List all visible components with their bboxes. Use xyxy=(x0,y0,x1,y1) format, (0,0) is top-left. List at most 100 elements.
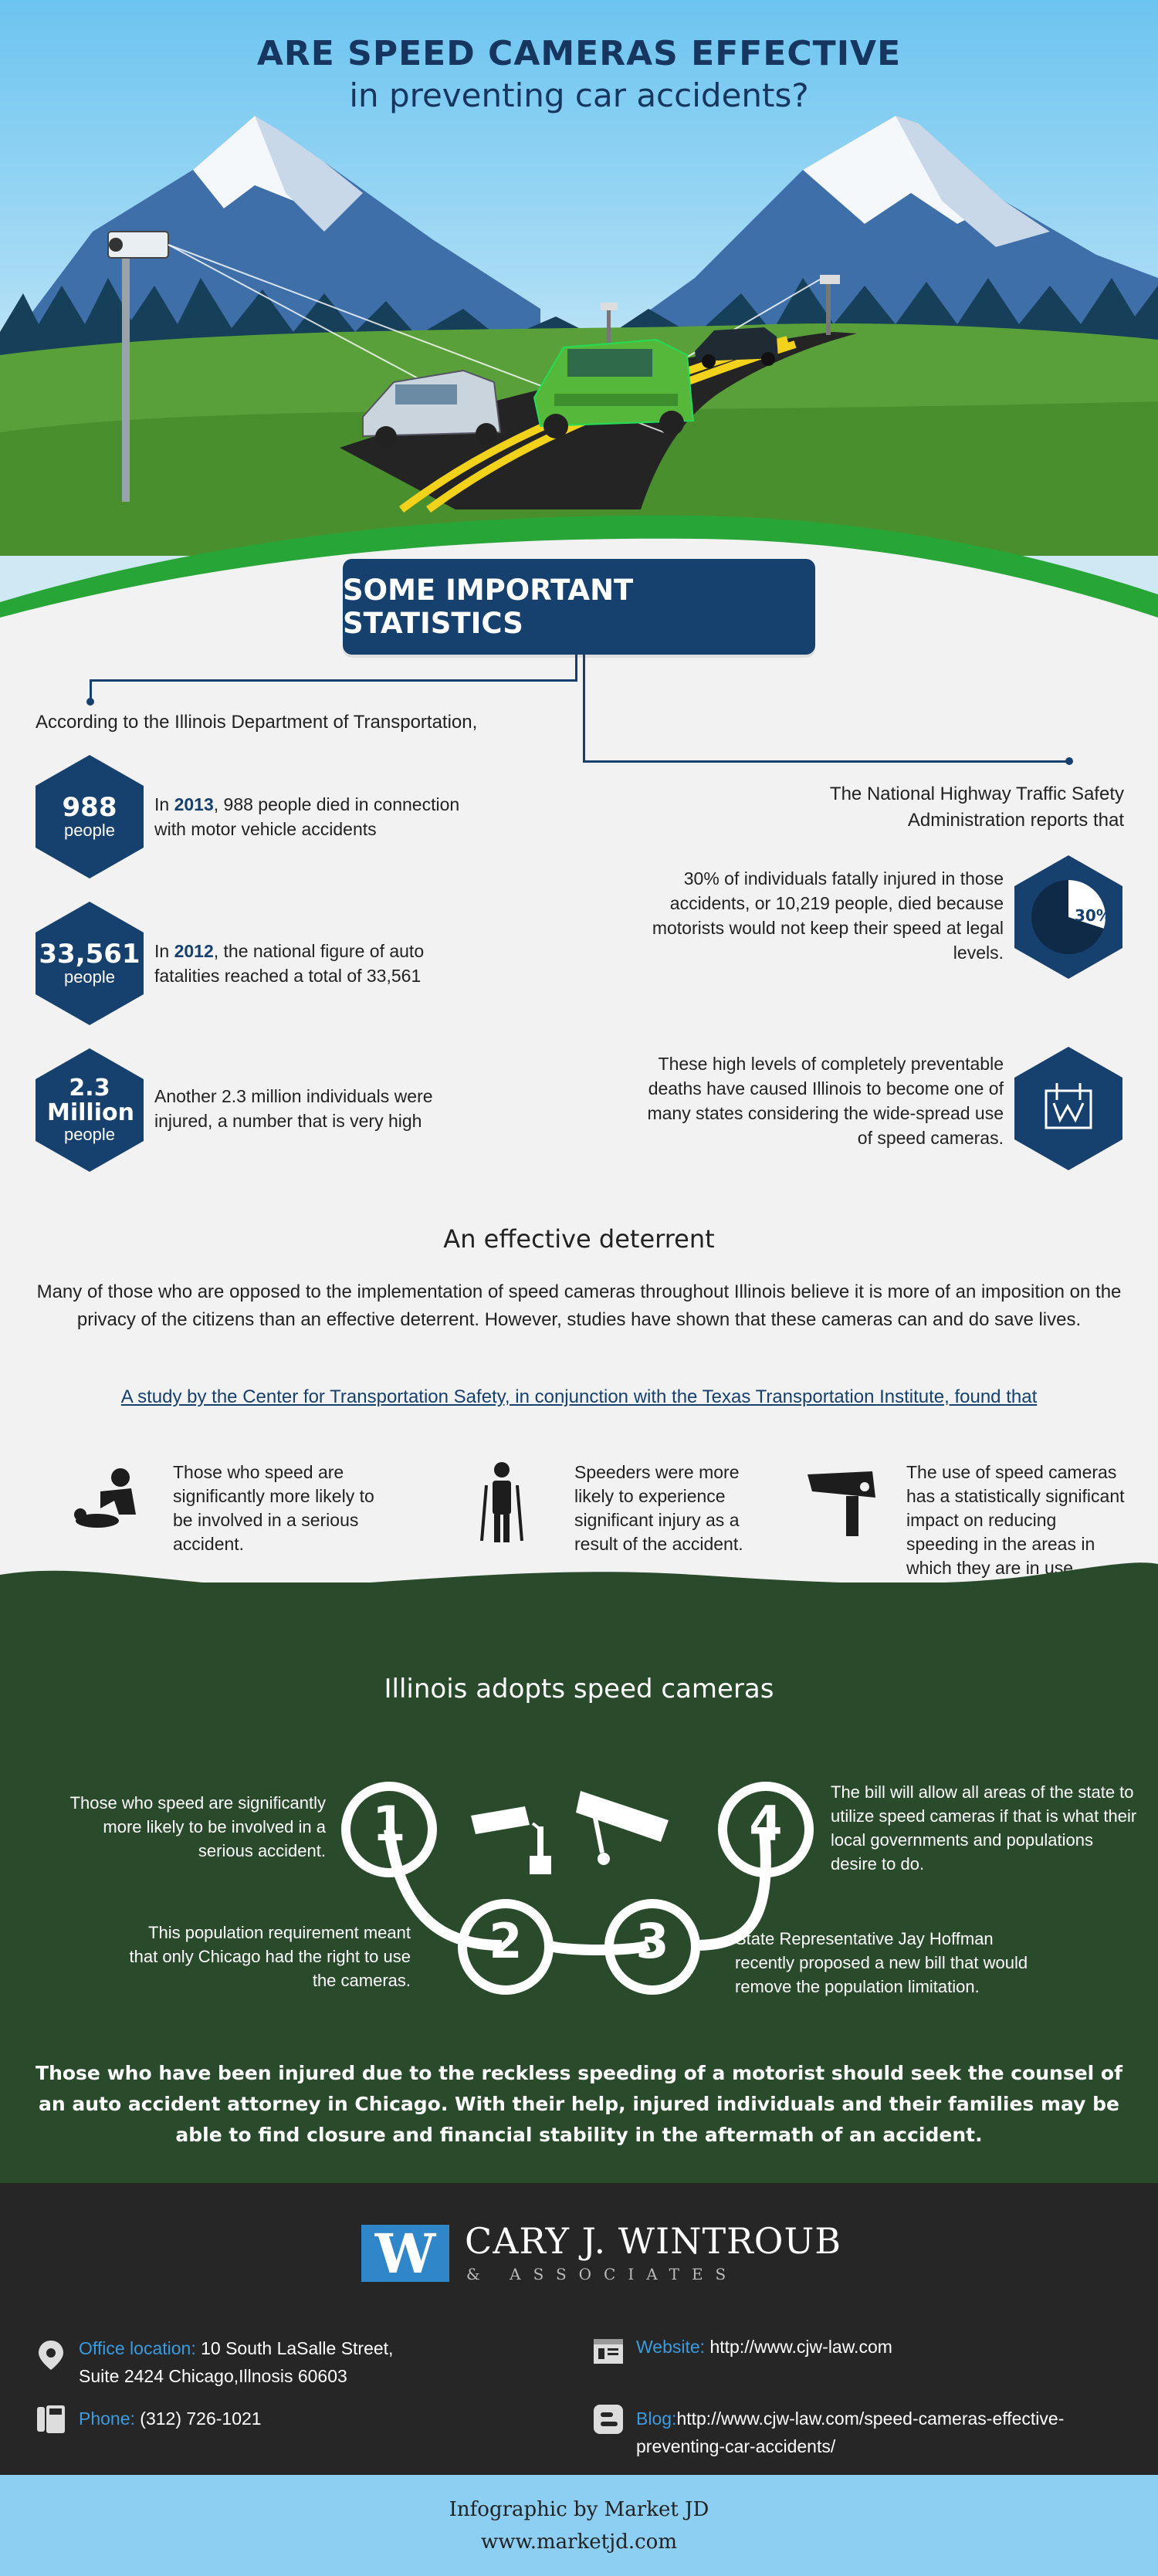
finding-text: Speeders were more likely to experience … xyxy=(574,1462,743,1554)
phone[interactable]: Phone: (312) 726-1021 xyxy=(79,2405,262,2432)
accident-victim-icon xyxy=(74,1468,136,1528)
blog[interactable]: Blog:http://www.cjw-law.com/speed-camera… xyxy=(636,2405,1130,2460)
speed-camera-icon xyxy=(808,1471,875,1536)
connector-right xyxy=(583,760,1069,763)
deterrent-heading: An effective deterrent xyxy=(443,1224,715,1254)
hero-title: ARE SPEED CAMERAS EFFECTIVE in preventin… xyxy=(0,34,1158,114)
stat-year: 2012 xyxy=(174,941,214,961)
pie-chart-icon: 30% xyxy=(1031,880,1112,954)
stat-unit: people xyxy=(63,821,116,840)
finding-text: The use of speed cameras has a statistic… xyxy=(906,1462,1125,1578)
closing-statement: Those who have been injured due to the r… xyxy=(36,2062,1122,2146)
title-line-2: in preventing car accidents? xyxy=(349,76,809,114)
green-car-icon xyxy=(533,338,695,438)
nhtsa-stat-30-percent: 30% of individuals fatally injured in th… xyxy=(652,868,1004,963)
office-location: Office location: 10 South LaSalle Street… xyxy=(79,2334,511,2390)
injured-person-icon xyxy=(480,1462,523,1542)
blog-value: http://www.cjw-law.com/speed-cameras-eff… xyxy=(676,2408,1065,2429)
hero-scene: ARE SPEED CAMERAS EFFECTIVE in preventin… xyxy=(0,0,1158,633)
steps-diagram xyxy=(341,1782,814,1995)
stat-text-2-3-million: Another 2.3 million individuals were inj… xyxy=(154,1084,479,1133)
credit-bar: Infographic by Market JD www.marketjd.co… xyxy=(0,2475,1158,2576)
step-circle-1 xyxy=(341,1782,437,1877)
website-label: Website: xyxy=(636,2337,706,2357)
step-number-1: 1 xyxy=(372,1796,406,1852)
pie-label: 30% xyxy=(1075,906,1112,925)
stat-hex-988: 988 people xyxy=(36,755,144,878)
office-value-line2: Suite 2424 Chicago,Illnosis 60603 xyxy=(79,2366,347,2386)
connector-dot-right xyxy=(1065,757,1073,765)
study-link[interactable]: A study by the Center for Transportation… xyxy=(120,1386,1038,1407)
website-value: http://www.cjw-law.com xyxy=(705,2337,892,2357)
step-circle-3 xyxy=(604,1899,700,1995)
finding-text: Those who speed are significantly more l… xyxy=(173,1462,374,1554)
finding-speeders-injury: Speeders were more likely to experience … xyxy=(471,1461,780,1556)
step-number-4: 4 xyxy=(749,1796,783,1852)
illinois-section xyxy=(0,1582,1158,2185)
connector-left-drop xyxy=(90,679,92,702)
legislation-hex xyxy=(1014,1047,1122,1170)
firm-logo-mark: W xyxy=(361,2222,449,2286)
phone-icon xyxy=(37,2405,65,2433)
step-circle-4 xyxy=(718,1782,814,1877)
office-label: Office location: xyxy=(79,2338,196,2358)
title-line-1: ARE SPEED CAMERAS EFFECTIVE xyxy=(256,34,902,73)
stat-body: , the national figure of auto fatalities… xyxy=(154,941,425,986)
step-number-2: 2 xyxy=(489,1913,523,1969)
nhtsa-intro: The National Highway Traffic Safety Admi… xyxy=(829,784,1124,831)
stat-number: 988 xyxy=(62,792,117,823)
stat-text-33561: In 2012, the national figure of auto fat… xyxy=(154,939,463,988)
nhtsa-stat-speed-cameras: These high levels of completely preventa… xyxy=(647,1054,1004,1148)
connector-left xyxy=(90,679,577,682)
credit-line: Infographic by Market JD xyxy=(449,2498,709,2521)
pie-slice-30 xyxy=(1068,880,1106,929)
connector-mid xyxy=(575,655,577,682)
step-text-3: State Representative Jay Hoffman recentl… xyxy=(735,1929,1028,1996)
stat-unit: people xyxy=(63,967,116,987)
firm-name: CARY J. WINTROUB xyxy=(465,2220,842,2262)
stat-year: 2013 xyxy=(174,794,214,814)
credit-url[interactable]: www.marketjd.com xyxy=(481,2530,677,2554)
step-text-1: Those who speed are significantly more l… xyxy=(69,1793,326,1860)
pie-30-percent-hex: 30% xyxy=(1014,855,1122,979)
footer xyxy=(0,2183,1158,2475)
dark-car-icon xyxy=(695,327,778,368)
step-text-4: The bill will allow all areas of the sta… xyxy=(831,1782,1137,1874)
cameras-icon xyxy=(471,1791,669,1874)
finding-speeders-accident: Those who speed are significantly more l… xyxy=(69,1461,394,1556)
stat-hex-33561: 33,561 people xyxy=(36,902,144,1025)
office-value: 10 South LaSalle Street, xyxy=(195,2338,394,2358)
stat-hex-2-3-million: 2.3 Million people xyxy=(36,1048,144,1172)
phone-label: Phone: xyxy=(79,2408,135,2429)
illinois-heading: Illinois adopts speed cameras xyxy=(384,1674,774,1704)
finding-cameras-reduce-speeding: The use of speed cameras has a statistic… xyxy=(803,1461,1127,1580)
stat-number: 2.3 Million xyxy=(47,1075,134,1126)
illinois-dot-intro: According to the Illinois Department of … xyxy=(36,712,478,733)
stat-body: Another 2.3 million individuals were inj… xyxy=(154,1086,433,1131)
step-number-3: 3 xyxy=(635,1913,669,1969)
stat-text-988: In 2013, 988 people died in connection w… xyxy=(154,792,479,841)
blog-value-line2: preventing-car-accidents/ xyxy=(636,2436,836,2456)
step-circle-2 xyxy=(458,1899,554,1995)
step-text-2: This population requirement meant that o… xyxy=(129,1923,411,1990)
map-pin-icon xyxy=(39,2341,63,2370)
landscape-illustration xyxy=(0,116,1158,633)
legislation-icon xyxy=(1045,1083,1092,1129)
deterrent-body: Many of those who are opposed to the imp… xyxy=(36,1281,1122,1330)
stat-number: 33,561 xyxy=(39,939,141,970)
website[interactable]: Website: http://www.cjw-law.com xyxy=(636,2333,892,2361)
phone-value: (312) 726-1021 xyxy=(134,2408,262,2429)
connector-dot-left xyxy=(86,698,94,706)
blog-label: Blog: xyxy=(636,2408,677,2429)
silver-car-icon xyxy=(362,369,502,448)
statistics-banner: SOME IMPORTANT STATISTICS xyxy=(343,559,815,655)
stat-prefix: In xyxy=(154,941,174,961)
stat-unit: people xyxy=(63,1125,116,1144)
website-icon xyxy=(594,2339,623,2364)
firm-subtitle: & ASSOCIATES xyxy=(466,2265,739,2283)
connector-right-drop xyxy=(583,655,585,763)
blogger-icon xyxy=(594,2405,623,2434)
stat-prefix: In xyxy=(154,794,174,814)
stat-body: , 988 people died in connection with mot… xyxy=(154,794,460,839)
